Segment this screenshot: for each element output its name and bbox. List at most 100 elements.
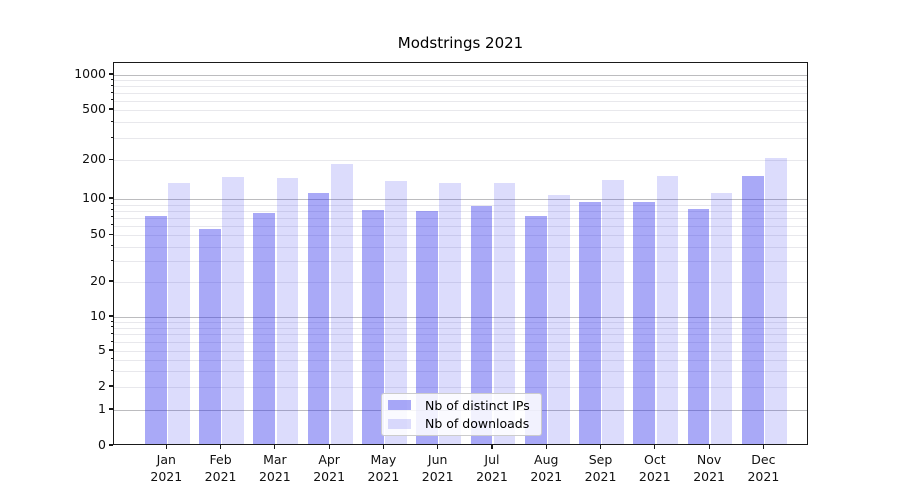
y-minortick-60	[110, 224, 113, 226]
y-tick-label-0: 0	[98, 437, 106, 452]
y-minortick-800	[110, 84, 113, 86]
gridline-minor-900	[114, 80, 807, 82]
gridline-minor-8	[114, 327, 807, 329]
gridline-minor-400	[114, 122, 807, 124]
bar-distinct-ips-apr	[307, 192, 330, 444]
gridline-minor-80	[114, 210, 807, 212]
y-tick-500	[108, 108, 113, 110]
x-tick-nov	[708, 445, 710, 450]
y-minortick-7	[110, 332, 113, 334]
x-label-year: 2021	[367, 468, 400, 484]
legend-label-downloads: Nb of downloads	[425, 416, 530, 432]
x-label-month: Nov	[696, 452, 722, 467]
gridline-minor-200	[114, 160, 807, 162]
y-tick-label-1: 1	[98, 401, 106, 416]
x-label-year: 2021	[584, 468, 617, 484]
gridline-minor-70	[114, 217, 807, 219]
bar-downloads-nov	[710, 192, 733, 444]
x-tick-label-sep: Sep 2021	[571, 452, 631, 485]
x-label-month: Jul	[484, 452, 500, 467]
x-tick-feb	[219, 445, 222, 450]
x-label-month: May	[370, 452, 397, 467]
bar-distinct-ips-nov	[687, 208, 710, 444]
bar-distinct-ips-feb	[199, 229, 221, 444]
x-label-year: 2021	[693, 468, 725, 484]
bar-downloads-aug	[547, 194, 570, 444]
x-label-year: 2021	[421, 468, 454, 484]
x-tick-label-jun: Jun 2021	[408, 452, 468, 485]
legend-row-distinct-ips: Nb of distinct IPs	[387, 396, 536, 414]
bar-distinct-ips-jan	[144, 216, 167, 444]
x-tick-label-may: May 2021	[353, 452, 413, 485]
x-tick-jan	[165, 445, 167, 450]
legend: Nb of distinct IPs Nb of downloads	[381, 393, 542, 436]
x-tick-sep	[599, 445, 602, 450]
x-tick-label-nov: Nov 2021	[679, 452, 739, 485]
plot-area	[113, 62, 808, 445]
x-label-month: Oct	[644, 452, 666, 467]
x-label-month: Sep	[588, 452, 613, 467]
y-tick-20	[108, 280, 113, 282]
x-tick-dec	[762, 445, 764, 450]
y-minortick-3	[110, 369, 113, 371]
x-label-month: Jun	[427, 452, 448, 467]
y-minortick-300	[110, 136, 113, 138]
x-tick-aug	[545, 445, 547, 450]
y-minortick-30	[110, 259, 113, 261]
y-tick-0	[108, 444, 113, 446]
y-tick-label-1000: 1000	[74, 66, 106, 81]
x-label-year: 2021	[313, 468, 346, 484]
y-tick-label-500: 500	[82, 101, 106, 116]
x-label-month: Feb	[209, 452, 232, 467]
y-minortick-700	[110, 91, 113, 93]
y-tick-2	[108, 385, 113, 387]
x-label-year: 2021	[258, 468, 291, 484]
y-tick-1000	[108, 73, 113, 75]
y-tick-label-20: 20	[90, 273, 106, 288]
bar-distinct-ips-oct	[633, 202, 656, 444]
gridline-minor-600	[114, 100, 807, 102]
legend-swatch-downloads	[388, 418, 411, 429]
y-minortick-40	[110, 245, 113, 247]
x-label-year: 2021	[530, 468, 563, 484]
y-tick-label-10: 10	[90, 308, 106, 323]
chart-title: Modstrings 2021	[397, 34, 524, 52]
x-tick-label-apr: Apr 2021	[299, 452, 359, 485]
bar-downloads-apr	[330, 163, 353, 444]
y-minortick-600	[110, 99, 113, 101]
bar-downloads-jan	[168, 182, 190, 444]
x-label-year: 2021	[476, 468, 508, 484]
y-minortick-4	[110, 358, 113, 360]
y-tick-5	[108, 349, 113, 351]
y-minortick-6	[110, 340, 113, 342]
gridline-minor-30	[114, 261, 807, 263]
x-tick-label-jul: Jul 2021	[462, 452, 522, 485]
x-tick-apr	[328, 445, 330, 450]
gridline-major-10	[114, 317, 807, 318]
gridline-minor-5	[114, 351, 807, 352]
x-tick-label-oct: Oct 2021	[625, 452, 685, 485]
x-tick-label-aug: Aug 2021	[516, 452, 576, 485]
legend-row-downloads: Nb of downloads	[387, 415, 536, 433]
x-label-year: 2021	[150, 468, 183, 484]
y-minortick-80	[110, 209, 113, 211]
x-tick-jul	[491, 445, 493, 450]
y-tick-50	[108, 233, 113, 235]
gridline-minor-7	[114, 334, 807, 336]
y-tick-label-200: 200	[82, 151, 106, 167]
gridline-minor-2	[114, 387, 807, 388]
x-tick-label-jan: Jan 2021	[136, 452, 196, 485]
bar-distinct-ips-dec	[741, 176, 764, 444]
x-tick-oct	[654, 445, 656, 450]
y-tick-200	[108, 158, 113, 160]
y-minortick-900	[110, 78, 113, 80]
y-minortick-9	[110, 320, 113, 322]
bar-downloads-sep	[602, 180, 624, 444]
x-label-year: 2021	[204, 468, 237, 484]
gridline-minor-6	[114, 342, 807, 344]
bar-downloads-feb	[222, 177, 244, 444]
y-tick-1	[108, 408, 113, 410]
gridline-minor-40	[114, 246, 807, 248]
y-tick-label-50: 50	[90, 226, 106, 242]
